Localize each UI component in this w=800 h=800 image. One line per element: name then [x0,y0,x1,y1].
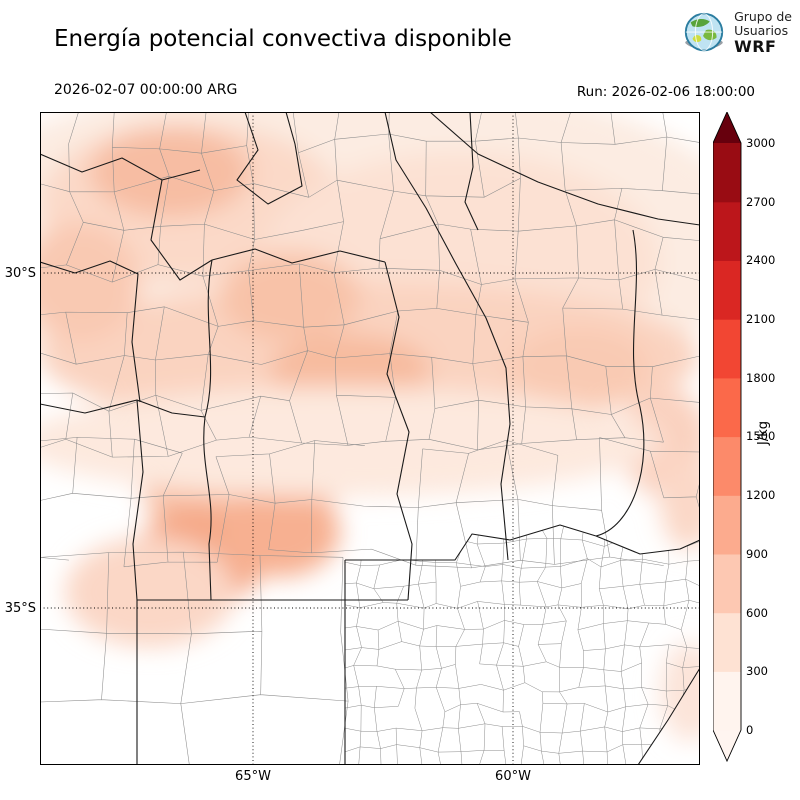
colorbar-tick: 300 [746,664,768,678]
lon-tick-60w: 60°W [495,769,531,784]
colorbar-tick: 1200 [746,488,776,502]
colorbar-segment [713,436,741,496]
page-title: Energía potencial convectiva disponible [54,26,512,52]
colorbar-segment [713,495,741,555]
colorbar-outline [712,110,742,763]
colorbar-tick: 0 [746,723,754,737]
colorbar-tick: 3000 [746,136,776,150]
map-border [40,112,700,765]
cape-map [40,112,700,765]
colorbar-over-arrow [713,112,741,143]
lat-tick-35s: 35°S [4,601,36,616]
colorbar-segment [713,612,741,672]
colorbar-tick: 900 [746,547,768,561]
valid-time-label: 2026-02-07 00:00:00 ARG [54,82,238,98]
colorbar-segment [713,201,741,261]
map-canvas [40,112,700,765]
wrf-logo-text: Grupo de Usuarios WRF [734,10,792,56]
colorbar-segment [713,671,741,731]
colorbar-segment [713,260,741,320]
colorbar-tick: 2400 [746,253,776,267]
colorbar-tick: 600 [746,606,768,620]
colorbar-tick: 1800 [746,371,776,385]
logo-text-wrf: WRF [734,37,777,57]
lon-tick-65w: 65°W [235,769,271,784]
colorbar-segment [713,319,741,379]
colorbar-segment [713,553,741,614]
lat-tick-30s: 30°S [4,266,36,281]
colorbar-under-arrow [713,730,741,761]
run-time-label: Run: 2026-02-06 18:00:00 [576,84,755,100]
colorbar-segment [713,143,741,203]
colorbar-tick: 1500 [746,429,776,443]
colorbar-segment [713,377,741,438]
colorbar: 3000 2700 2400 2100 1800 1500 1200 900 6… [712,110,800,777]
wrf-logo: Grupo de Usuarios WRF [681,10,792,56]
province-boundaries-layer [40,112,700,765]
colorbar-tick: 2100 [746,312,776,326]
colorbar-unit-label: J/kg [756,421,771,445]
logo-text-grupo: Grupo de [734,9,792,25]
logo-text-usuarios: Usuarios [734,23,789,39]
graticule-layer [40,112,700,765]
colorbar-tick: 2700 [746,195,776,209]
wrf-logo-globe-icon [684,12,724,52]
colorbar-scale [712,110,742,763]
department-boundaries-layer [40,112,700,765]
